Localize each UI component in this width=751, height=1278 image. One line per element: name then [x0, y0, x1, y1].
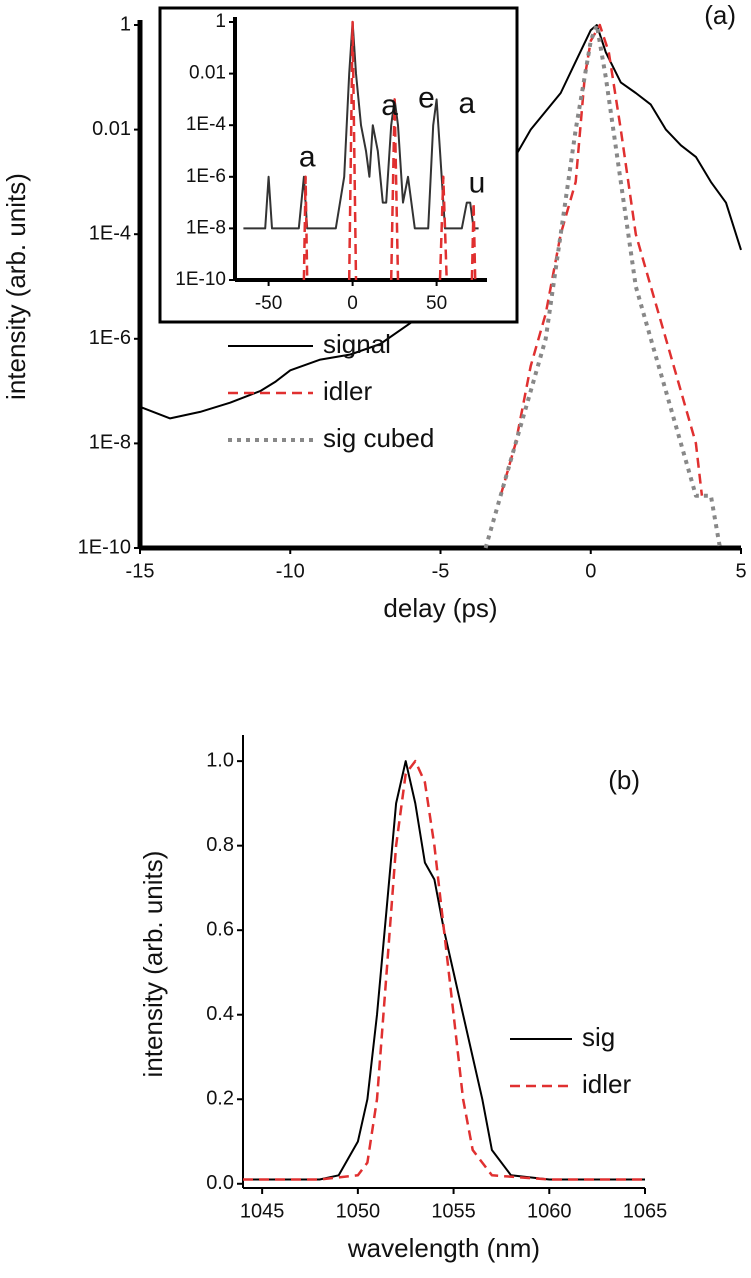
x-tick-label: 1065: [623, 1200, 668, 1222]
x-tick-label: 0: [347, 293, 358, 314]
y-tick-label: 1: [215, 11, 226, 32]
x-tick-label: 5: [735, 560, 746, 582]
x-tick-label: 1045: [240, 1200, 285, 1222]
annotation: u: [469, 166, 486, 199]
y-axis-title: intensity (arb. units): [1, 173, 31, 400]
series-line: [139, 24, 742, 420]
y-tick-label: 1E-6: [89, 327, 131, 349]
y-tick-label: 0.8: [206, 834, 234, 856]
x-axis-title: delay (ps): [383, 593, 497, 623]
annotation: e: [418, 81, 435, 114]
y-tick-label: 1E-4: [89, 222, 131, 244]
x-axis-title: wavelength (nm): [347, 1233, 540, 1263]
legend-label: sig cubed: [323, 423, 434, 453]
y-tick-label: 0.4: [206, 1003, 234, 1025]
x-tick-label: 1055: [431, 1200, 476, 1222]
annotation: a: [458, 87, 475, 120]
y-tick-label: 1E-4: [186, 114, 227, 135]
x-tick-label: 50: [426, 293, 447, 314]
panel-label: (b): [608, 765, 640, 795]
series-line: [243, 759, 645, 1181]
y-tick-label: 1E-8: [186, 217, 226, 238]
x-tick-label: 1060: [527, 1200, 572, 1222]
x-tick-label: -5: [432, 560, 450, 582]
y-tick-label: 0.01: [92, 118, 131, 140]
y-tick-label: 1E-6: [186, 166, 226, 187]
legend-label: signal: [323, 329, 391, 359]
legend-label: idler: [323, 376, 372, 406]
series-line: [243, 760, 645, 1181]
y-tick-label: 0.0: [206, 1172, 234, 1194]
y-axis-title: intensity (arb. units): [138, 851, 168, 1078]
annotation: a: [299, 141, 316, 174]
x-tick-label: -50: [255, 293, 282, 314]
y-tick-label: 1: [120, 13, 131, 35]
y-tick-label: 0.6: [206, 918, 234, 940]
y-tick-label: 1E-8: [89, 432, 131, 454]
series-line: [243, 21, 479, 230]
y-tick-label: 1E-10: [78, 536, 131, 558]
y-tick-label: 1.0: [206, 749, 234, 771]
y-tick-label: 0.01: [189, 63, 226, 84]
panel-label: (a): [704, 0, 736, 30]
x-tick-label: 0: [585, 560, 596, 582]
y-tick-label: 1E-10: [175, 269, 226, 290]
y-tick-label: 0.2: [206, 1088, 234, 1110]
series-line: [499, 23, 704, 497]
inset-frame: [158, 6, 519, 324]
annotation: a: [381, 89, 398, 122]
legend-label: idler: [582, 1069, 631, 1099]
x-tick-label: -10: [276, 560, 305, 582]
series-line: [483, 23, 722, 549]
x-tick-label: 1050: [336, 1200, 381, 1222]
legend-label: sig: [582, 1022, 615, 1052]
series-line: [302, 20, 477, 281]
x-tick-label: -15: [126, 560, 155, 582]
